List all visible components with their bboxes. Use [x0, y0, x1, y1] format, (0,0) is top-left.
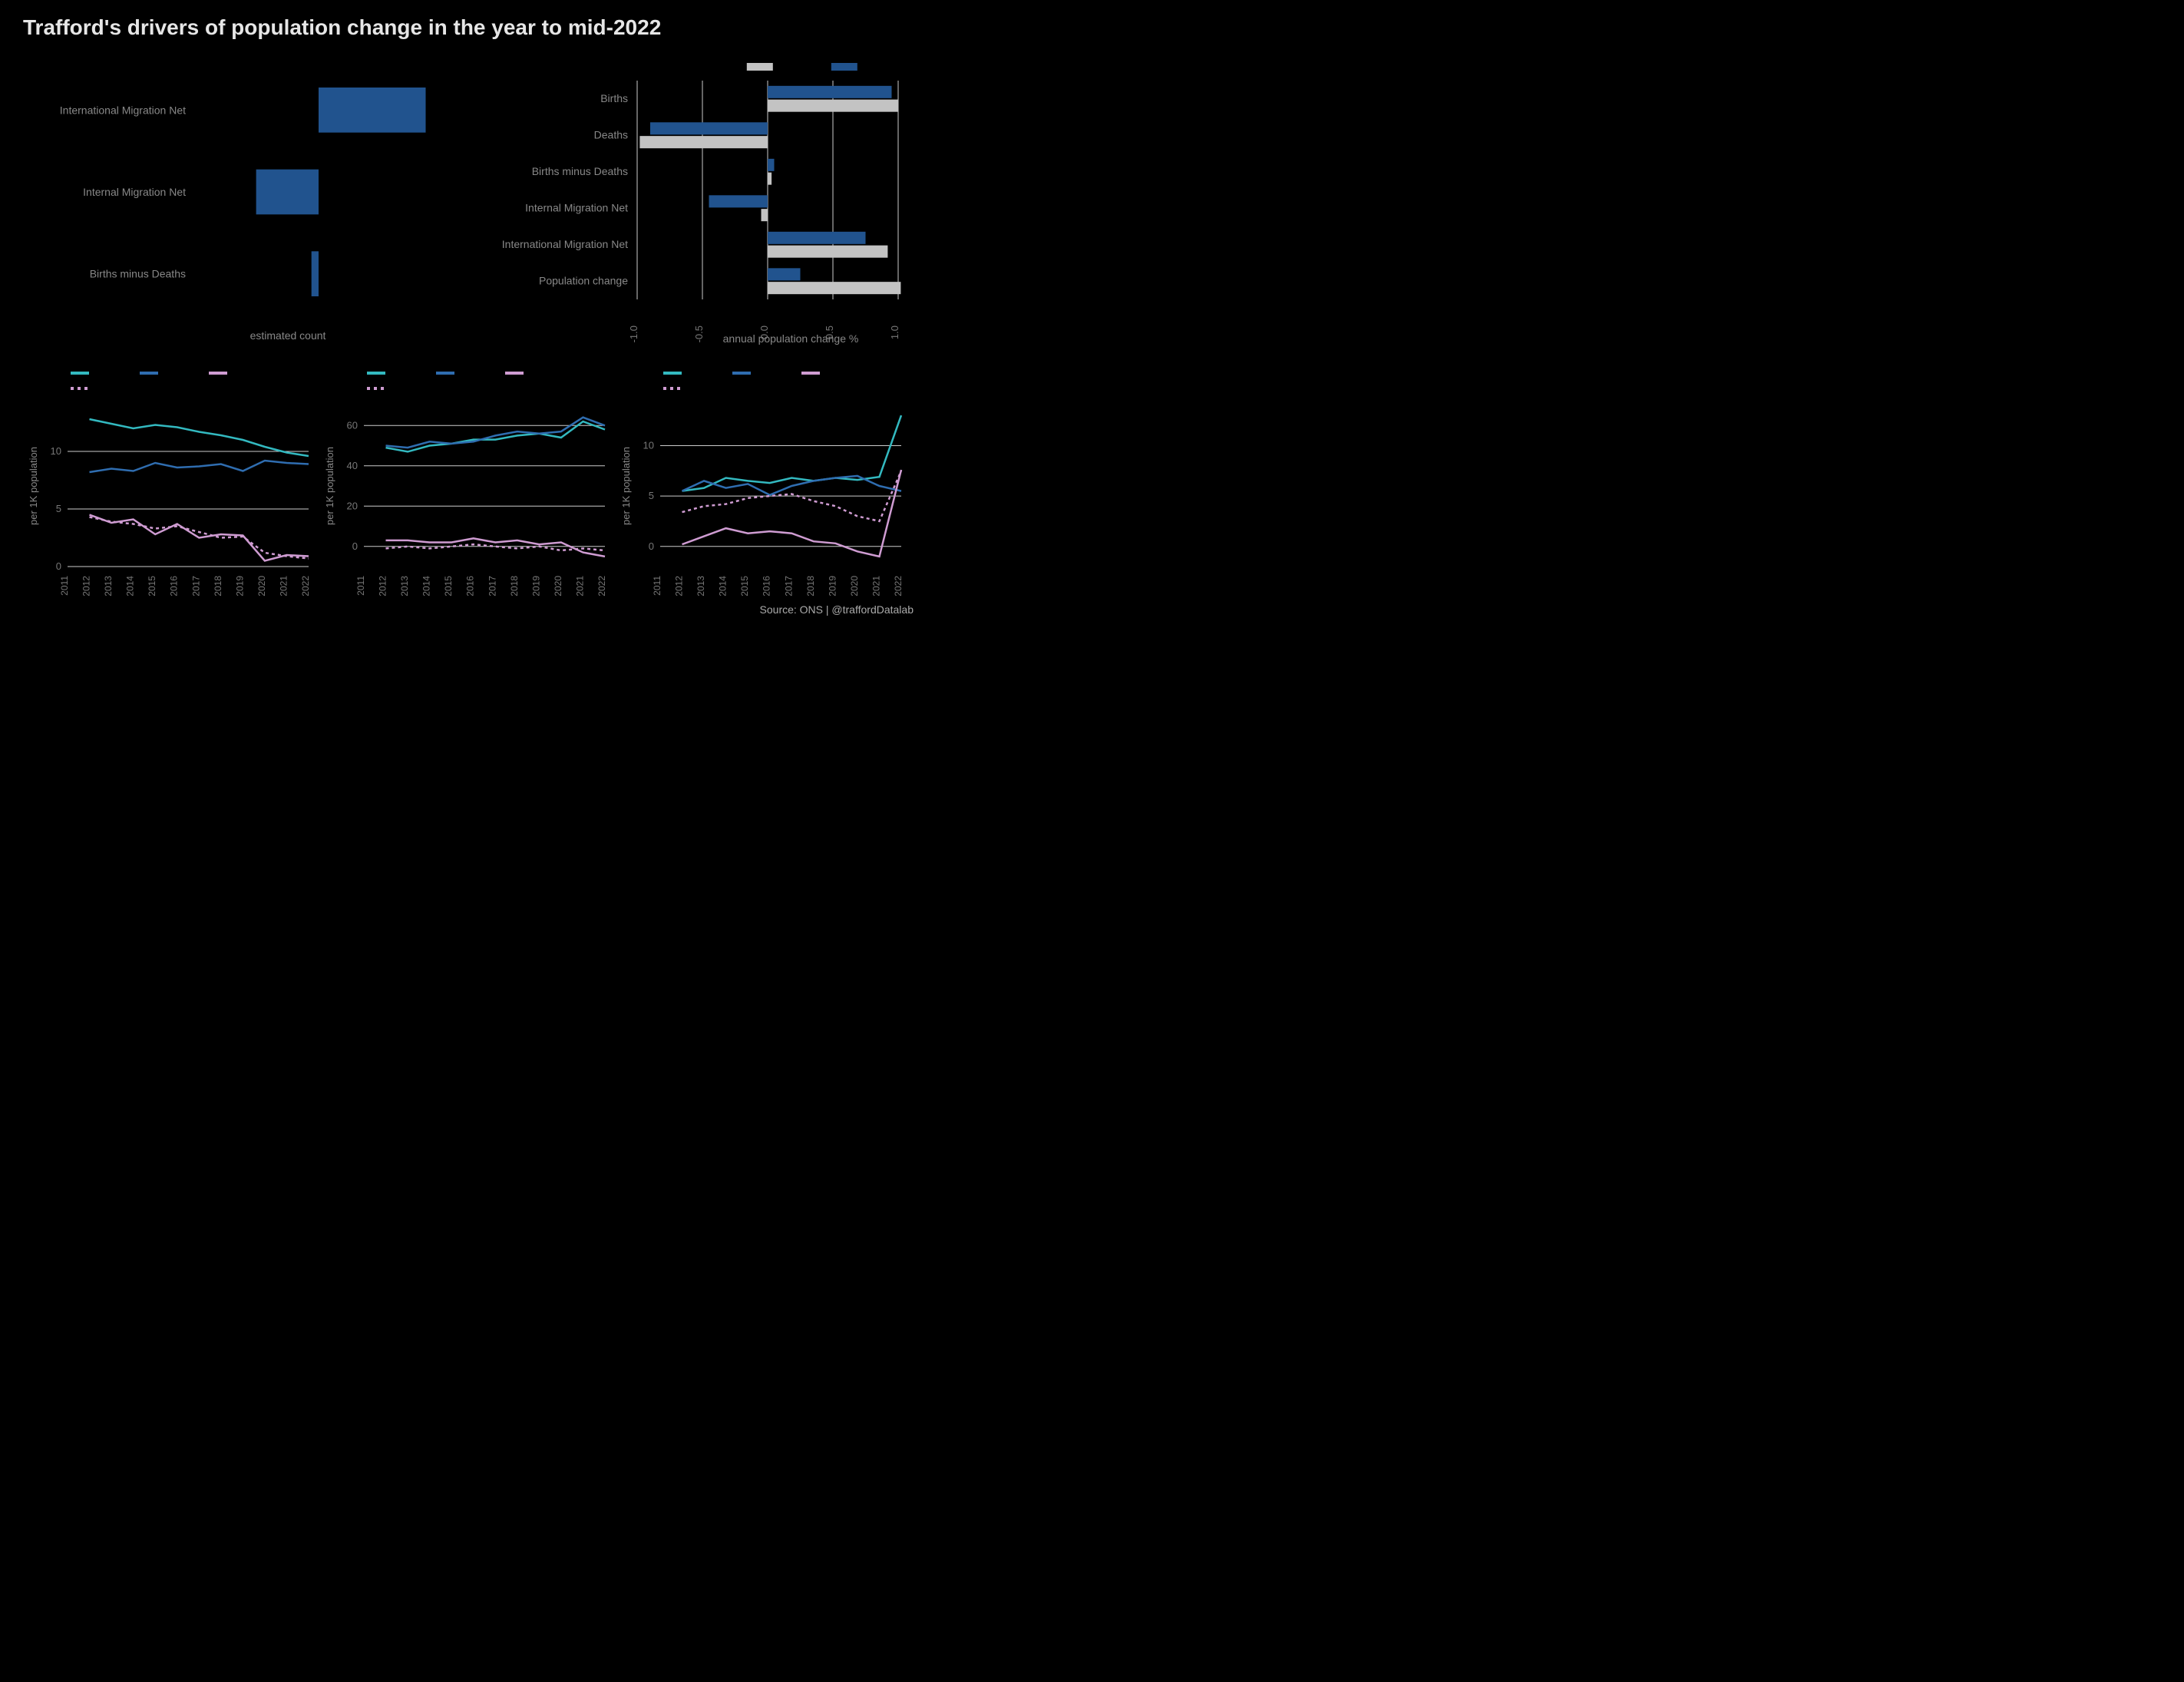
- bar-2: [312, 251, 319, 296]
- xtick-year: 2012: [378, 576, 388, 596]
- xtick-year: 2016: [762, 576, 772, 596]
- bar-label: Births minus Deaths: [90, 268, 186, 280]
- ytick-label: 0: [352, 540, 358, 552]
- xtick-year: 2013: [696, 576, 706, 596]
- xtick-year: 2012: [674, 576, 685, 596]
- xtick-year: 2020: [553, 576, 563, 596]
- bar-Comparator: [768, 282, 900, 294]
- bar-Comparator: [639, 136, 768, 148]
- legend-swatch: [831, 63, 857, 71]
- ytick-label: 10: [51, 445, 61, 457]
- bar-label: Internal Migration Net: [83, 186, 186, 198]
- ylabel: per 1K population: [620, 447, 632, 525]
- xtick-year: 2013: [399, 576, 410, 596]
- ytick-label: 20: [347, 500, 358, 511]
- panel-estimated-count: International Migration Net Internal Migr…: [23, 54, 453, 345]
- xtick-year: 2015: [147, 576, 157, 596]
- xtick-year: 2014: [125, 576, 136, 596]
- series-pink: [90, 515, 309, 561]
- series-cyan: [682, 415, 902, 491]
- bar-Comparator: [762, 209, 768, 221]
- xtick-year: 2012: [81, 576, 92, 596]
- xtick-year: 2017: [783, 576, 794, 596]
- xtick-year: 2022: [300, 576, 311, 596]
- panel-line-3: 0 5 10 2011 2012 2013 2014 2015 2016 2017 2018 2019…: [616, 359, 912, 613]
- bar-label: International Migration Net: [60, 104, 186, 116]
- xtick-year: 2021: [278, 576, 289, 596]
- ytick-label: 0: [649, 540, 654, 552]
- bar-label: Deaths: [594, 128, 628, 140]
- bar-1: [256, 170, 319, 215]
- series-blue: [386, 418, 606, 448]
- xtick-label: -1.0: [628, 325, 639, 342]
- xtick-year: 2020: [256, 576, 267, 596]
- xtick-year: 2019: [530, 576, 541, 596]
- ytick-label: 5: [56, 503, 61, 514]
- xtick-year: 2018: [509, 576, 520, 596]
- bar-label: International Migration Net: [502, 238, 628, 250]
- xlabel-b: annual population change %: [723, 332, 859, 345]
- xlabel-a: estimated count: [250, 329, 326, 342]
- ytick-label: 60: [347, 419, 358, 431]
- xtick-year: 2011: [652, 576, 662, 596]
- xtick-year: 2022: [596, 576, 607, 596]
- panel-line-2: 0 20 40 60 2011 2012 2013 2014 2015 2016 2017 2018 2…: [319, 359, 616, 613]
- bar-Comparator: [768, 246, 887, 258]
- ytick-label: 5: [649, 490, 654, 501]
- series-cyan: [90, 419, 309, 456]
- xtick-year: 2019: [827, 576, 838, 596]
- xtick-label: -0.5: [693, 325, 705, 342]
- xtick-year: 2021: [871, 576, 881, 596]
- ylabel: per 1K population: [324, 447, 335, 525]
- ytick-label: 40: [347, 460, 358, 471]
- xtick-year: 2018: [805, 576, 816, 596]
- ylabel: per 1K population: [28, 447, 39, 525]
- xtick-year: 2017: [487, 576, 497, 596]
- xtick-year: 2015: [443, 576, 454, 596]
- xtick-year: 2014: [718, 576, 729, 596]
- bar-label: Internal Migration Net: [525, 201, 628, 213]
- panel-line-1: 0 5 10 2011 2012 2013 2014 2015 2016 2017 2018 2019…: [23, 359, 319, 613]
- bar-Trafford: [768, 86, 892, 98]
- xtick-year: 2015: [739, 576, 750, 596]
- bar-Trafford: [650, 122, 768, 134]
- bar-0: [319, 88, 426, 133]
- xtick-year: 2017: [190, 576, 201, 596]
- xtick-year: 2016: [465, 576, 476, 596]
- xtick-year: 2020: [849, 576, 860, 596]
- source-credit: Source: ONS | @traffordDatalab: [760, 603, 914, 616]
- bar-Trafford: [768, 159, 775, 171]
- xtick-year: 2013: [103, 576, 114, 596]
- bar-label: Births: [600, 92, 628, 104]
- bar-label: Births minus Deaths: [532, 165, 628, 177]
- ytick-label: 0: [56, 560, 61, 572]
- xtick-year: 2019: [234, 576, 245, 596]
- bar-Comparator: [768, 100, 898, 112]
- series-blue: [90, 461, 309, 472]
- xtick-year: 2014: [421, 576, 432, 596]
- bar-Comparator: [768, 173, 772, 185]
- xtick-year: 2011: [355, 576, 366, 596]
- legend-swatch: [747, 63, 773, 71]
- xtick-year: 2018: [213, 576, 223, 596]
- xtick-year: 2011: [59, 576, 70, 596]
- bar-Trafford: [709, 195, 768, 207]
- xtick-year: 2022: [893, 576, 904, 596]
- xtick-label: 1.0: [889, 325, 900, 339]
- page-title: Trafford's drivers of population change …: [23, 15, 914, 40]
- bar-Trafford: [768, 268, 801, 280]
- bar-label: Population change: [539, 274, 628, 286]
- ytick-label: 10: [643, 440, 654, 451]
- xtick-year: 2016: [169, 576, 180, 596]
- xtick-year: 2021: [574, 576, 585, 596]
- panel-annual-change: -1.0-0.50.00.51.0BirthsDeathsBirths minu…: [468, 54, 914, 345]
- bar-Trafford: [768, 232, 866, 244]
